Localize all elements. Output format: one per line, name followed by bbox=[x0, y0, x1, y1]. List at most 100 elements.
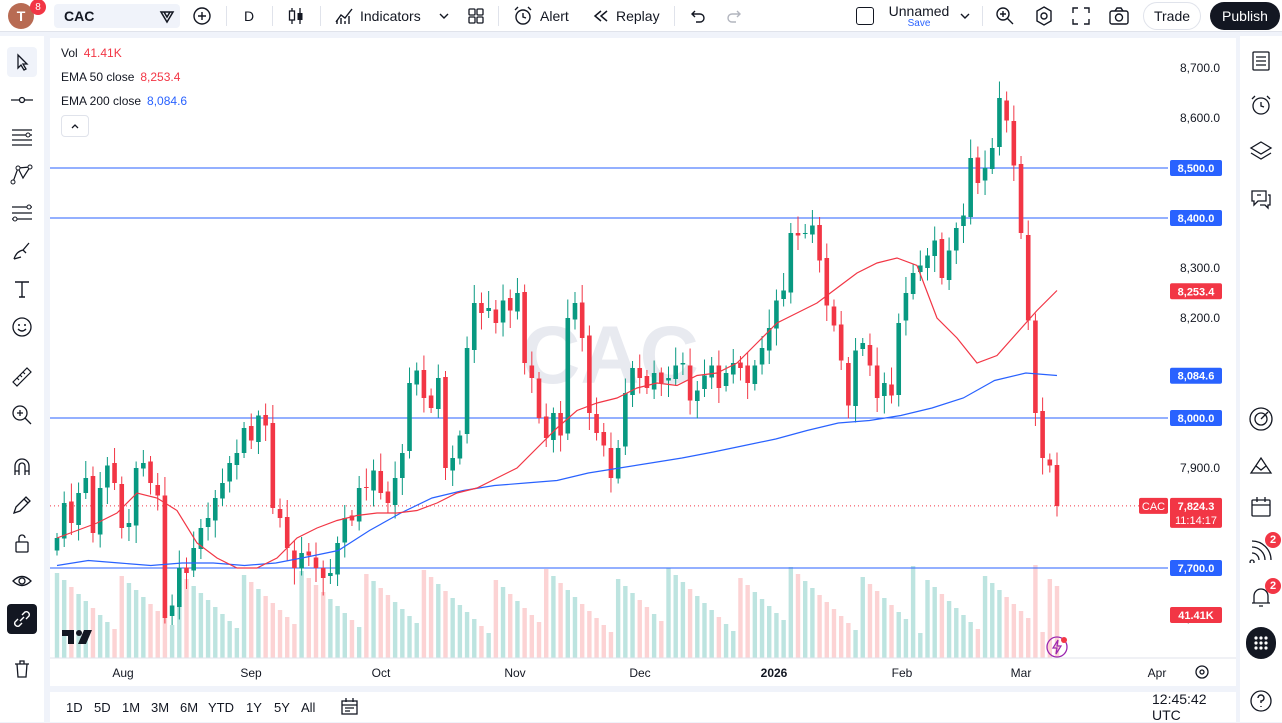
text-tool[interactable] bbox=[7, 274, 37, 304]
date-range-button[interactable] bbox=[340, 692, 360, 722]
volume-bar bbox=[105, 622, 110, 658]
add-symbol-button[interactable] bbox=[192, 0, 212, 32]
apps-button[interactable] bbox=[1246, 627, 1276, 659]
timeframe-1d[interactable]: 1D bbox=[66, 699, 83, 715]
legend-ema200[interactable]: EMA 200 close 8,084.6 bbox=[61, 94, 187, 108]
zoom-in-icon bbox=[12, 405, 32, 425]
collapse-legend-button[interactable] bbox=[61, 115, 89, 137]
timeframe-all[interactable]: All bbox=[301, 699, 316, 715]
notifications-button[interactable]: 2 bbox=[1246, 578, 1281, 612]
undo-button[interactable] bbox=[688, 0, 706, 32]
volume-bar bbox=[745, 585, 750, 658]
y-tick-label: 7,900.0 bbox=[1180, 461, 1220, 475]
volume-bar bbox=[1026, 618, 1031, 658]
layout-name[interactable]: Unnamed Save bbox=[886, 0, 952, 32]
chart-pane[interactable]: CAC 8,700.0 8,600.0 8,300.0 8,200.0 7,900.0 7,… bbox=[50, 38, 1236, 686]
fib-tool[interactable] bbox=[7, 198, 37, 228]
candle bbox=[723, 373, 729, 386]
candle bbox=[133, 468, 139, 526]
layouts-button[interactable] bbox=[466, 0, 486, 32]
publish-button[interactable]: Publish bbox=[1210, 0, 1280, 32]
magnet-tool[interactable] bbox=[7, 452, 37, 482]
interval-button[interactable]: D bbox=[244, 8, 255, 24]
fullscreen-button[interactable] bbox=[1071, 0, 1091, 32]
clock[interactable]: 12:45:42 UTC bbox=[1152, 691, 1207, 723]
volume-bar bbox=[69, 587, 74, 658]
screenshot-button[interactable] bbox=[1108, 0, 1130, 32]
remove-drawings-tool[interactable] bbox=[7, 654, 37, 684]
volume-bar bbox=[810, 588, 815, 658]
settings-button[interactable] bbox=[1033, 0, 1055, 32]
volume-bar bbox=[889, 605, 894, 658]
volume-bar bbox=[119, 576, 124, 658]
volume-bar bbox=[709, 610, 714, 658]
candle bbox=[989, 148, 995, 169]
timeframe-3m[interactable]: 3M bbox=[151, 699, 170, 715]
emoji-tool[interactable] bbox=[7, 312, 37, 342]
publish-label: Publish bbox=[1210, 2, 1280, 30]
timeframe-5d[interactable]: 5D bbox=[94, 699, 111, 715]
lock-tool[interactable] bbox=[7, 528, 37, 558]
alerts-panel-button[interactable] bbox=[1246, 90, 1276, 120]
hide-tool[interactable] bbox=[7, 566, 37, 596]
volume-bar bbox=[1033, 565, 1038, 658]
sync-drawings-tool[interactable] bbox=[7, 604, 37, 634]
candle bbox=[97, 488, 103, 535]
go-live-button[interactable] bbox=[1045, 635, 1069, 664]
alert-button[interactable]: Alert bbox=[512, 0, 569, 32]
candle bbox=[313, 557, 319, 568]
timeframe-ytd[interactable]: YTD bbox=[208, 699, 234, 715]
replay-button[interactable]: Replay bbox=[592, 0, 660, 32]
volume-bar bbox=[903, 619, 909, 658]
indicators-dropdown[interactable] bbox=[438, 0, 450, 32]
tradingview-logo[interactable] bbox=[62, 628, 96, 651]
lines-icon bbox=[12, 129, 32, 146]
candle bbox=[205, 518, 211, 527]
technicals-button[interactable] bbox=[1246, 404, 1276, 434]
measure-tool[interactable] bbox=[7, 362, 37, 392]
legend-volume[interactable]: Vol 41.41K bbox=[61, 46, 122, 60]
object-tree-button[interactable] bbox=[1246, 136, 1276, 166]
quick-search-button[interactable] bbox=[994, 0, 1016, 32]
calendar-button[interactable] bbox=[1246, 492, 1276, 522]
compare-icon[interactable] bbox=[158, 7, 176, 25]
cursor-tool[interactable] bbox=[7, 47, 37, 77]
symbol-input[interactable]: CAC bbox=[54, 4, 180, 28]
chart-type-button[interactable] bbox=[286, 0, 306, 32]
brush-tool[interactable] bbox=[7, 236, 37, 266]
axis-settings-button[interactable] bbox=[1193, 663, 1211, 686]
symbol-search[interactable]: CAC bbox=[54, 0, 182, 32]
legend-ema50[interactable]: EMA 50 close 8,253.4 bbox=[61, 70, 180, 84]
stay-drawing-tool[interactable] bbox=[7, 490, 37, 520]
trend-line-tool[interactable] bbox=[7, 85, 37, 115]
pine-button[interactable] bbox=[1246, 450, 1276, 480]
chat-button[interactable] bbox=[1246, 184, 1276, 214]
layout-toggle[interactable] bbox=[856, 0, 874, 32]
pattern-tool[interactable] bbox=[7, 160, 37, 190]
timeframe-6m[interactable]: 6M bbox=[180, 699, 199, 715]
timeframe-1m[interactable]: 1M bbox=[122, 699, 141, 715]
trade-button[interactable]: Trade bbox=[1143, 0, 1201, 32]
layout-menu[interactable] bbox=[959, 0, 971, 32]
watchlist-button[interactable] bbox=[1246, 46, 1276, 76]
channel-tool[interactable] bbox=[7, 122, 37, 152]
legend-volume-value: 41.41K bbox=[83, 46, 122, 60]
zoom-tool[interactable] bbox=[7, 400, 37, 430]
redo-button[interactable] bbox=[726, 0, 744, 32]
volume-badge-bg bbox=[1170, 607, 1222, 623]
candle bbox=[191, 548, 196, 571]
broadcast-icon bbox=[1249, 540, 1272, 563]
indicators-button[interactable]: Indicators bbox=[334, 0, 421, 32]
volume-bar bbox=[623, 586, 628, 658]
level-badge: 8,400.0 bbox=[1178, 213, 1215, 225]
timeframe-1y[interactable]: 1Y bbox=[246, 699, 262, 715]
price-chart[interactable]: CAC 8,700.0 8,600.0 8,300.0 8,200.0 7,900.0 7,… bbox=[50, 38, 1236, 686]
timeframe-5y[interactable]: 5Y bbox=[274, 699, 290, 715]
help-button[interactable] bbox=[1246, 686, 1276, 716]
volume-bar bbox=[759, 599, 765, 658]
volume-badge: 41.41K bbox=[1178, 610, 1214, 622]
x-tick-label: Aug bbox=[112, 666, 133, 680]
candle bbox=[975, 157, 981, 183]
avatar[interactable]: T 8 bbox=[8, 0, 46, 32]
ideas-stream-button[interactable]: 2 bbox=[1246, 532, 1281, 566]
